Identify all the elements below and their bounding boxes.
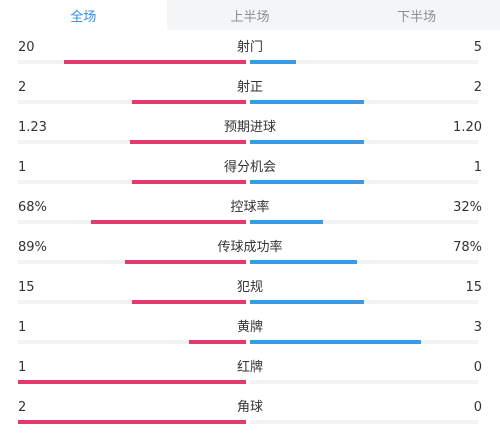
home-value: 15 <box>18 280 35 295</box>
stat-row: 1 得分机会 1 <box>0 150 500 190</box>
home-value: 1 <box>18 320 27 335</box>
stat-row: 89% 传球成功率 78% <box>0 230 500 270</box>
away-value: 1 <box>473 160 482 175</box>
stat-row: 15 犯规 15 <box>0 270 500 310</box>
home-bar <box>189 340 246 344</box>
away-bar <box>250 220 323 224</box>
stat-label: 得分机会 <box>223 160 276 175</box>
home-value: 68% <box>18 200 47 215</box>
period-tabs: 全场 上半场 下半场 <box>0 0 500 30</box>
away-bar-track <box>250 140 478 144</box>
stat-label: 黄牌 <box>236 320 263 335</box>
home-bar <box>132 300 246 304</box>
home-bar <box>132 180 246 184</box>
stat-label: 射门 <box>236 40 263 55</box>
stat-label: 传球成功率 <box>217 240 283 255</box>
stat-row: 2 射正 2 <box>0 70 500 110</box>
away-bar-track <box>250 340 478 344</box>
stats-list: 20 射门 5 2 射正 2 1.23 预期进球 1.20 1 得分机会 1 68% 控球率 32% 89% 传… <box>0 30 500 430</box>
away-value: 3 <box>473 320 482 335</box>
away-bar <box>250 140 364 144</box>
home-bar-track <box>18 420 246 424</box>
home-value: 20 <box>18 40 35 55</box>
home-bar <box>64 60 246 64</box>
home-value: 1.23 <box>18 120 47 135</box>
stat-row: 1.23 预期进球 1.20 <box>0 110 500 150</box>
home-value: 2 <box>18 80 27 95</box>
away-bar-track <box>250 420 478 424</box>
away-value: 78% <box>453 240 482 255</box>
home-value: 1 <box>18 360 27 375</box>
stat-label: 射正 <box>236 80 263 95</box>
away-value: 0 <box>473 400 482 415</box>
away-bar-track <box>250 60 478 64</box>
home-bar-track <box>18 220 246 224</box>
tab-first-half[interactable]: 上半场 <box>230 9 270 25</box>
away-value: 1.20 <box>453 120 482 135</box>
home-bar-track <box>18 60 246 64</box>
away-bar-track <box>250 260 478 264</box>
home-bar <box>132 100 246 104</box>
away-bar <box>250 100 364 104</box>
away-bar <box>250 180 364 184</box>
home-bar <box>91 220 246 224</box>
home-bar-track <box>18 340 246 344</box>
stat-label: 控球率 <box>230 200 270 215</box>
away-bar-track <box>250 100 478 104</box>
home-bar-track <box>18 100 246 104</box>
away-bar-track <box>250 380 478 384</box>
home-value: 1 <box>18 160 27 175</box>
home-bar-track <box>18 260 246 264</box>
stat-label: 预期进球 <box>223 120 276 135</box>
stat-label: 角球 <box>236 400 263 415</box>
stat-row: 68% 控球率 32% <box>0 190 500 230</box>
home-bar <box>18 420 246 424</box>
away-value: 15 <box>465 280 482 295</box>
away-bar <box>250 340 421 344</box>
stat-label: 犯规 <box>236 280 263 295</box>
away-bar <box>250 300 364 304</box>
tab-full-match[interactable]: 全场 <box>0 0 167 30</box>
home-bar-track <box>18 380 246 384</box>
home-bar <box>130 140 246 144</box>
home-bar-track <box>18 140 246 144</box>
away-bar-track <box>250 300 478 304</box>
stat-label: 红牌 <box>236 360 263 375</box>
away-bar-track <box>250 180 478 184</box>
stat-row: 1 红牌 0 <box>0 350 500 390</box>
home-bar <box>125 260 246 264</box>
stat-row: 20 射门 5 <box>0 30 500 70</box>
away-value: 5 <box>473 40 482 55</box>
stat-row: 1 黄牌 3 <box>0 310 500 350</box>
home-bar-track <box>18 180 246 184</box>
stat-row: 2 角球 0 <box>0 390 500 430</box>
home-value: 89% <box>18 240 47 255</box>
away-value: 32% <box>453 200 482 215</box>
tab-second-half[interactable]: 下半场 <box>397 9 437 25</box>
away-bar <box>250 60 296 64</box>
away-bar-track <box>250 220 478 224</box>
away-value: 0 <box>473 360 482 375</box>
away-value: 2 <box>473 80 482 95</box>
home-bar-track <box>18 300 246 304</box>
home-bar <box>18 380 246 384</box>
away-bar <box>250 260 357 264</box>
home-value: 2 <box>18 400 27 415</box>
